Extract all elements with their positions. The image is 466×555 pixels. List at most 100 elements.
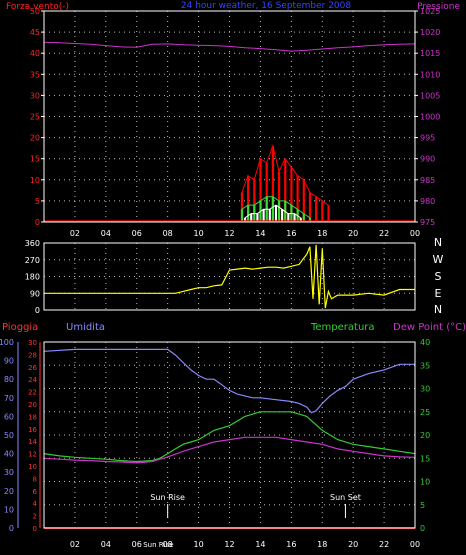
humidity-line: [43, 348, 415, 414]
rain-tick: 0: [33, 525, 37, 533]
p1-left-tick: 50: [30, 7, 40, 16]
p1-x-tick: 02: [70, 229, 80, 238]
p1-x-tick: 16: [286, 229, 296, 238]
p1-left-tick: 0: [35, 218, 40, 227]
wind-direction-line: [44, 244, 415, 309]
p1-right-tick: 1025: [420, 7, 440, 16]
wind-bar: [268, 209, 271, 222]
p1-right-tick: 1020: [420, 28, 440, 37]
p1-left-axis-label: Forza vento(-): [6, 2, 69, 12]
gust-bar: [302, 179, 305, 222]
p2-compass-label: S: [435, 270, 442, 283]
humidity-tick: 50: [4, 431, 14, 440]
gust-bar: [308, 192, 312, 222]
p3-x-tick: 08: [163, 540, 173, 549]
temp-humidity-panel: 0102030405060708090100024681012141618202…: [0, 322, 466, 549]
p1-right-tick: 985: [420, 176, 435, 185]
p1-right-tick: 1010: [420, 70, 440, 79]
wind-bar: [299, 217, 302, 222]
rain-tick: 30: [28, 339, 37, 347]
humidity-tick: 100: [0, 338, 14, 347]
rain-tick: 12: [28, 451, 37, 459]
humidity-tick: 70: [4, 394, 14, 403]
p1-right-tick: 1015: [420, 49, 440, 58]
gust-bar: [315, 196, 318, 222]
p1-left-tick: 20: [30, 134, 40, 143]
p1-x-tick: 18: [317, 229, 327, 238]
temperature-tick: 25: [420, 408, 430, 417]
p2-y-tick: 360: [25, 239, 40, 248]
p1-right-tick: 975: [420, 218, 435, 227]
gust-bar: [277, 171, 281, 222]
p3-x-tick: 22: [379, 540, 389, 549]
wind-line: [244, 204, 301, 219]
p3-x-tick: 10: [193, 540, 203, 549]
rain-tick: 2: [33, 513, 37, 521]
p3-x-tick: 18: [317, 540, 327, 549]
avg-wind-bar: [308, 217, 312, 222]
humidity-tick: 20: [4, 487, 14, 496]
rain-tick: 8: [33, 475, 37, 483]
avg-wind-line: [241, 196, 311, 219]
rain-tick: 20: [28, 401, 37, 409]
p1-x-tick: 06: [132, 229, 142, 238]
humidity-tick: 10: [4, 505, 14, 514]
avg-wind-bar: [271, 196, 274, 222]
p2-compass-label: N: [434, 236, 442, 249]
p3-x-tick: 04: [101, 540, 111, 549]
temperature-line: [43, 411, 416, 463]
gust-line: [241, 144, 329, 206]
wind-bar: [243, 217, 247, 222]
p1-right-tick: 980: [420, 197, 435, 206]
p1-x-tick: 14: [255, 229, 265, 238]
temperature-tick: 30: [420, 385, 430, 394]
temperature-tick: 0: [420, 524, 425, 533]
gust-bar: [247, 175, 250, 222]
rain-tick: 24: [28, 376, 37, 384]
temperature-tick: 20: [420, 431, 430, 440]
avg-wind-bar: [247, 205, 250, 222]
rain-tick: 22: [28, 389, 37, 397]
humidity-tick: 90: [4, 357, 14, 366]
p1-x-tick: 04: [101, 229, 111, 238]
rain-tick: 10: [28, 463, 37, 471]
p1-x-tick: 10: [193, 229, 203, 238]
gust-bar: [240, 192, 244, 222]
gust-bar: [265, 162, 268, 222]
p3-frame: [43, 341, 416, 529]
gust-bar: [327, 205, 330, 222]
rain-tick: 6: [33, 488, 38, 496]
gust-bar: [321, 200, 324, 222]
gust-bar: [259, 158, 262, 222]
rain-label: Pioggia: [2, 322, 38, 333]
p1-x-tick: 12: [224, 229, 234, 238]
pressure-line: [43, 41, 416, 52]
p2-compass-label: N: [434, 303, 442, 316]
dewpoint-label: Dew Point (°C): [393, 322, 466, 333]
p1-right-tick: 990: [420, 155, 435, 164]
p2-compass-label: E: [435, 287, 442, 300]
wind-bar: [274, 205, 278, 222]
p3-x-tick: 00: [410, 540, 420, 549]
p1-x-tick: 20: [348, 229, 358, 238]
avg-wind-bar: [277, 200, 281, 222]
humidity-tick: 60: [4, 412, 14, 421]
p2-compass-label: W: [433, 253, 444, 266]
p2-y-tick: 270: [25, 256, 40, 265]
p3-x-tick: 12: [224, 540, 234, 549]
p1-left-tick: 10: [30, 176, 40, 185]
p3-x-tick: 20: [348, 540, 358, 549]
rain-tick: 26: [28, 364, 37, 372]
p2-frame: [43, 242, 416, 311]
rain-tick: 4: [33, 500, 38, 508]
p3-x-tick: 06: [132, 540, 142, 549]
p1-x-tick: 00: [410, 229, 420, 238]
p1-x-tick: 22: [379, 229, 389, 238]
humidity-tick: 30: [4, 468, 14, 477]
gust-bar: [290, 167, 293, 222]
rain-tick: 18: [28, 413, 37, 421]
p1-right-tick: 1000: [420, 113, 440, 122]
p1-right-tick: 995: [420, 134, 435, 143]
gust-bar: [284, 158, 287, 222]
wind-bar: [293, 213, 296, 222]
